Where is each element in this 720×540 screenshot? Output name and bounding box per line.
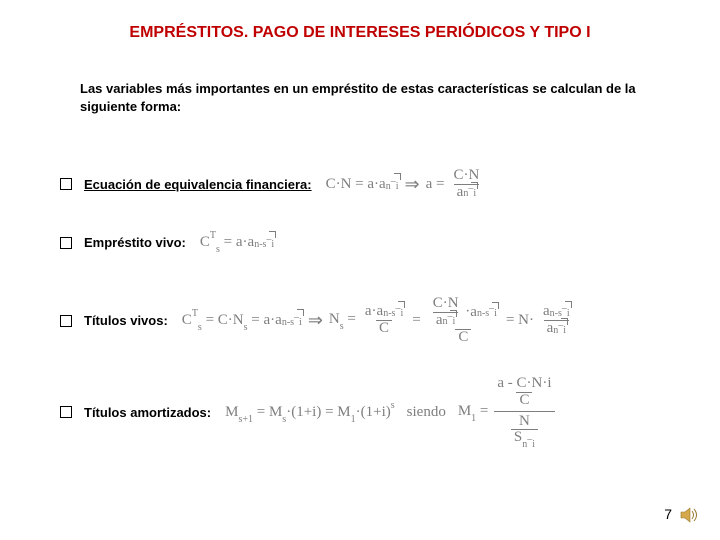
intro-text: Las variables más importantes en un empr…	[80, 80, 640, 115]
item-equivalencia: Ecuación de equivalencia financiera: C·N…	[60, 168, 482, 201]
page-number: 7	[664, 506, 672, 522]
bullet-icon	[60, 178, 72, 190]
item-titulos-vivos: Títulos vivos: CTs = C·Ns = a·an-s ̅ i ⇒…	[60, 296, 573, 345]
item-titulos-amortizados: Títulos amortizados: Ms+1 = Ms·(1+i) = M…	[60, 376, 555, 449]
item-label: Empréstito vivo:	[84, 235, 186, 250]
item-label: Títulos amortizados:	[84, 405, 211, 420]
bullet-icon	[60, 406, 72, 418]
slide-title: EMPRÉSTITOS. PAGO DE INTERESES PERIÓDICO…	[0, 24, 720, 42]
formula-titulos-vivos: CTs = C·Ns = a·an-s ̅ i ⇒ Ns = a·an-s ̅ …	[182, 296, 573, 345]
speaker-icon	[680, 506, 700, 524]
formula-titulos-amortizados: Ms+1 = Ms·(1+i) = M1·(1+i)s siendo M1 = …	[225, 376, 554, 449]
bullet-icon	[60, 315, 72, 327]
formula-emprestito-vivo: CTs = a·an-s ̅ i	[200, 232, 274, 253]
bullet-icon	[60, 237, 72, 249]
item-emprestito-vivo: Empréstito vivo: CTs = a·an-s ̅ i	[60, 232, 274, 253]
item-label: Ecuación de equivalencia financiera:	[84, 177, 312, 192]
formula-equivalencia: C·N = a·an ̅ i ⇒ a = C·N an ̅ i	[326, 168, 483, 201]
item-label: Títulos vivos:	[84, 313, 168, 328]
